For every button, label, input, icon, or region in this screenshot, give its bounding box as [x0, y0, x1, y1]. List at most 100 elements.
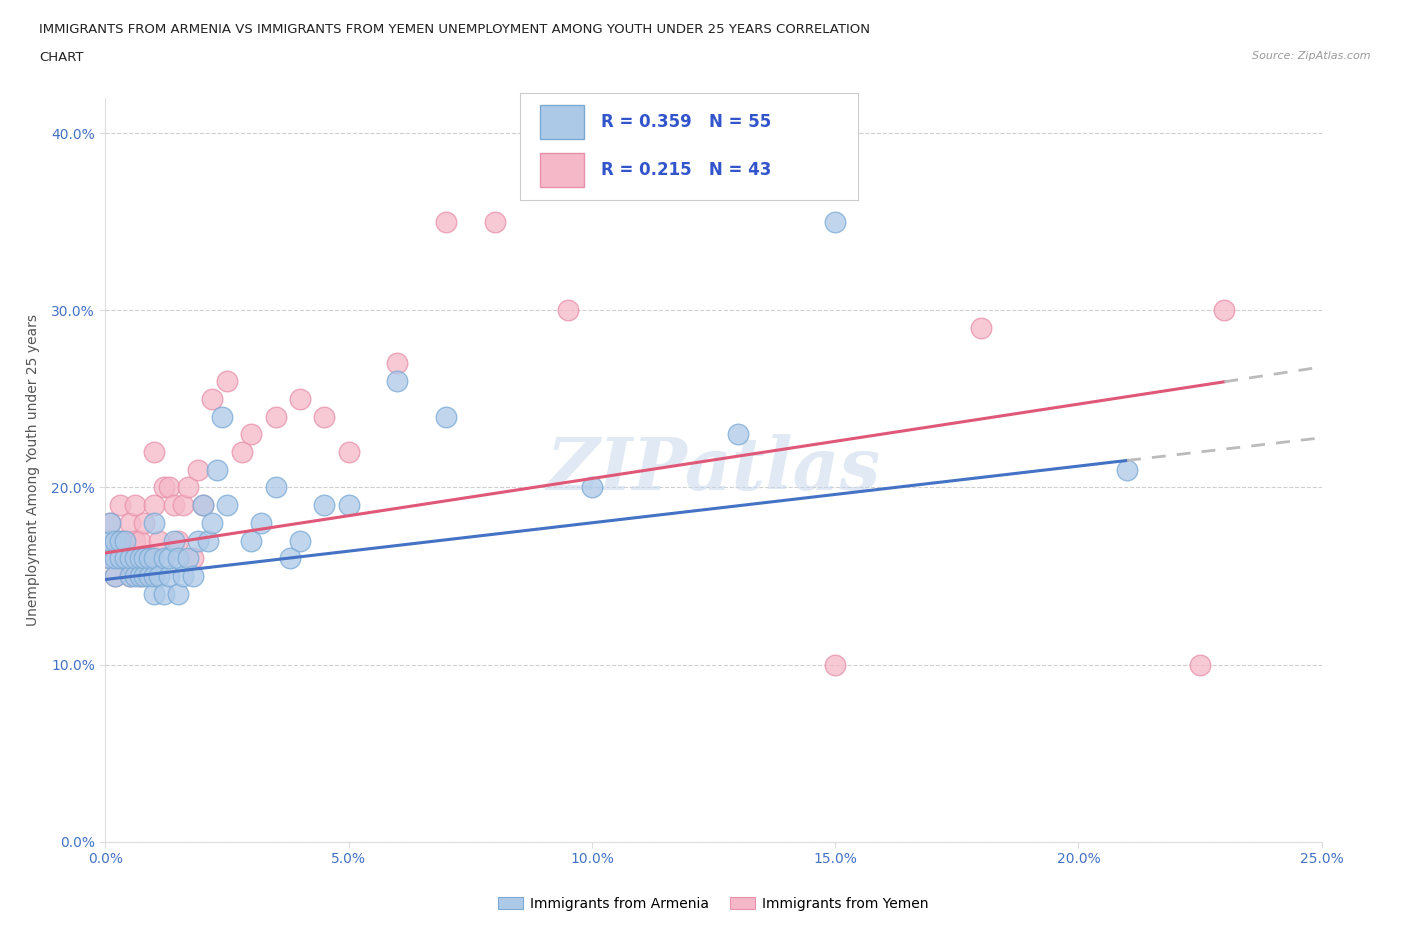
Point	[128, 568, 150, 583]
Point	[177, 551, 200, 565]
Point	[167, 551, 190, 565]
Point	[148, 568, 170, 583]
Point	[191, 498, 214, 512]
Point	[172, 568, 194, 583]
Point	[124, 551, 146, 565]
Point	[138, 551, 160, 565]
Point	[231, 445, 253, 459]
Point	[118, 568, 141, 583]
Point	[114, 551, 136, 565]
Point	[387, 374, 409, 389]
Text: Source: ZipAtlas.com: Source: ZipAtlas.com	[1253, 51, 1371, 61]
Point	[278, 551, 301, 565]
Point	[118, 515, 141, 530]
Point	[167, 533, 190, 548]
Point	[434, 409, 457, 424]
Point	[153, 551, 176, 565]
Point	[172, 498, 194, 512]
Point	[337, 445, 360, 459]
Point	[98, 551, 121, 565]
Point	[138, 568, 160, 583]
Point	[240, 427, 263, 442]
Point	[118, 551, 141, 565]
Point	[128, 551, 150, 565]
Point	[264, 409, 287, 424]
FancyBboxPatch shape	[540, 105, 585, 139]
Point	[143, 498, 166, 512]
Point	[108, 498, 131, 512]
Point	[177, 480, 200, 495]
Point	[153, 480, 176, 495]
Point	[162, 498, 184, 512]
Point	[240, 533, 263, 548]
Point	[211, 409, 233, 424]
Point	[134, 551, 156, 565]
Point	[134, 568, 156, 583]
Point	[157, 568, 180, 583]
Point	[108, 533, 131, 548]
Point	[434, 214, 457, 229]
Point	[337, 498, 360, 512]
Point	[104, 533, 127, 548]
Point	[217, 498, 239, 512]
Point	[108, 533, 131, 548]
Point	[157, 551, 180, 565]
Point	[824, 658, 846, 672]
Point	[134, 515, 156, 530]
Point	[1189, 658, 1212, 672]
Point	[124, 568, 146, 583]
Point	[143, 515, 166, 530]
Point	[167, 586, 190, 601]
Point	[557, 303, 579, 318]
Point	[124, 498, 146, 512]
Legend: Immigrants from Armenia, Immigrants from Yemen: Immigrants from Armenia, Immigrants from…	[494, 892, 934, 917]
Point	[153, 586, 176, 601]
Point	[181, 551, 204, 565]
Point	[128, 533, 150, 548]
Point	[207, 462, 229, 477]
Y-axis label: Unemployment Among Youth under 25 years: Unemployment Among Youth under 25 years	[27, 313, 39, 626]
Point	[118, 568, 141, 583]
Point	[191, 498, 214, 512]
Point	[108, 551, 131, 565]
Point	[187, 533, 209, 548]
Point	[1213, 303, 1236, 318]
Point	[143, 551, 166, 565]
Point	[138, 551, 160, 565]
Point	[98, 515, 121, 530]
Point	[143, 586, 166, 601]
Text: ZIPatlas: ZIPatlas	[547, 434, 880, 505]
Point	[201, 392, 224, 406]
Point	[98, 551, 121, 565]
Text: R = 0.215   N = 43: R = 0.215 N = 43	[602, 161, 772, 179]
Point	[288, 392, 311, 406]
Point	[727, 427, 749, 442]
Point	[162, 533, 184, 548]
Point	[314, 409, 336, 424]
Point	[201, 515, 224, 530]
FancyBboxPatch shape	[540, 153, 585, 187]
Text: CHART: CHART	[39, 51, 84, 64]
Point	[288, 533, 311, 548]
Text: IMMIGRANTS FROM ARMENIA VS IMMIGRANTS FROM YEMEN UNEMPLOYMENT AMONG YOUTH UNDER : IMMIGRANTS FROM ARMENIA VS IMMIGRANTS FR…	[39, 23, 870, 36]
Point	[104, 568, 127, 583]
Point	[114, 533, 136, 548]
Point	[217, 374, 239, 389]
Point	[387, 356, 409, 371]
Point	[104, 551, 127, 565]
Point	[1116, 462, 1139, 477]
Point	[264, 480, 287, 495]
Point	[143, 568, 166, 583]
Point	[157, 480, 180, 495]
Point	[970, 321, 993, 336]
Text: R = 0.359   N = 55: R = 0.359 N = 55	[602, 113, 772, 131]
Point	[98, 515, 121, 530]
Point	[250, 515, 273, 530]
Point	[484, 214, 506, 229]
Point	[128, 568, 150, 583]
Point	[104, 533, 127, 548]
Point	[98, 533, 121, 548]
Point	[181, 568, 204, 583]
Point	[581, 480, 603, 495]
Point	[143, 445, 166, 459]
